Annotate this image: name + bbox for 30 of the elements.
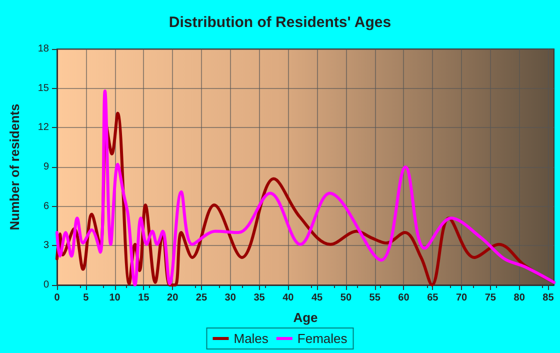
x-tick-label: 85 (542, 292, 554, 304)
x-tick-label: 30 (224, 292, 236, 304)
y-tick-label: 15 (38, 82, 50, 94)
x-tick-label: 55 (369, 292, 381, 304)
x-tick-label: 75 (484, 292, 496, 304)
x-tick-label: 45 (311, 292, 324, 304)
x-tick-label: 5 (83, 292, 90, 304)
y-tick-label: 0 (43, 280, 50, 290)
x-tick-label: 80 (514, 292, 526, 304)
x-tick-label: 65 (427, 292, 439, 304)
y-tick-label: 6 (43, 200, 50, 212)
y-axis-title: Number of residents (7, 104, 22, 230)
x-axis-title: Age (293, 310, 318, 325)
y-tick-label: 3 (43, 240, 50, 252)
x-tick-label: 10 (109, 292, 121, 304)
x-tick-label: 15 (138, 292, 150, 304)
x-tick-label: 0 (54, 292, 60, 304)
x-tick-label: 40 (282, 292, 294, 304)
x-tick-label: 70 (456, 292, 468, 304)
legend-label: Males (234, 331, 269, 346)
x-tick-label: 50 (340, 292, 352, 304)
y-tick-label: 18 (38, 44, 50, 54)
x-tick-label: 60 (398, 292, 410, 304)
y-tick-label: 9 (43, 162, 50, 172)
x-tick-label: 25 (196, 292, 208, 304)
legend-label: Females (297, 331, 348, 346)
y-tick-label: 12 (38, 122, 50, 134)
x-tick-label: 35 (254, 292, 266, 304)
chart-title: Distribution of Residents' Ages (168, 14, 392, 31)
x-tick-label: 20 (167, 292, 179, 304)
